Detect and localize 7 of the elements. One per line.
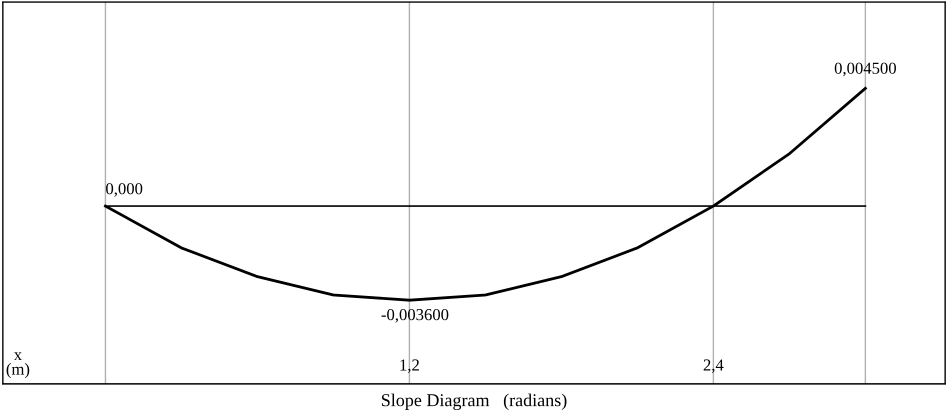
- x-tick-label: 1,2: [400, 359, 419, 374]
- x-tick-label: 2,4: [704, 359, 724, 374]
- data-label: -0,003600: [382, 309, 448, 323]
- x-axis-title: x (m): [6, 352, 30, 378]
- data-label: 0,004500: [834, 62, 896, 76]
- data-label: 0,000: [106, 183, 142, 197]
- text: Slope Diagram (radians): [382, 394, 566, 410]
